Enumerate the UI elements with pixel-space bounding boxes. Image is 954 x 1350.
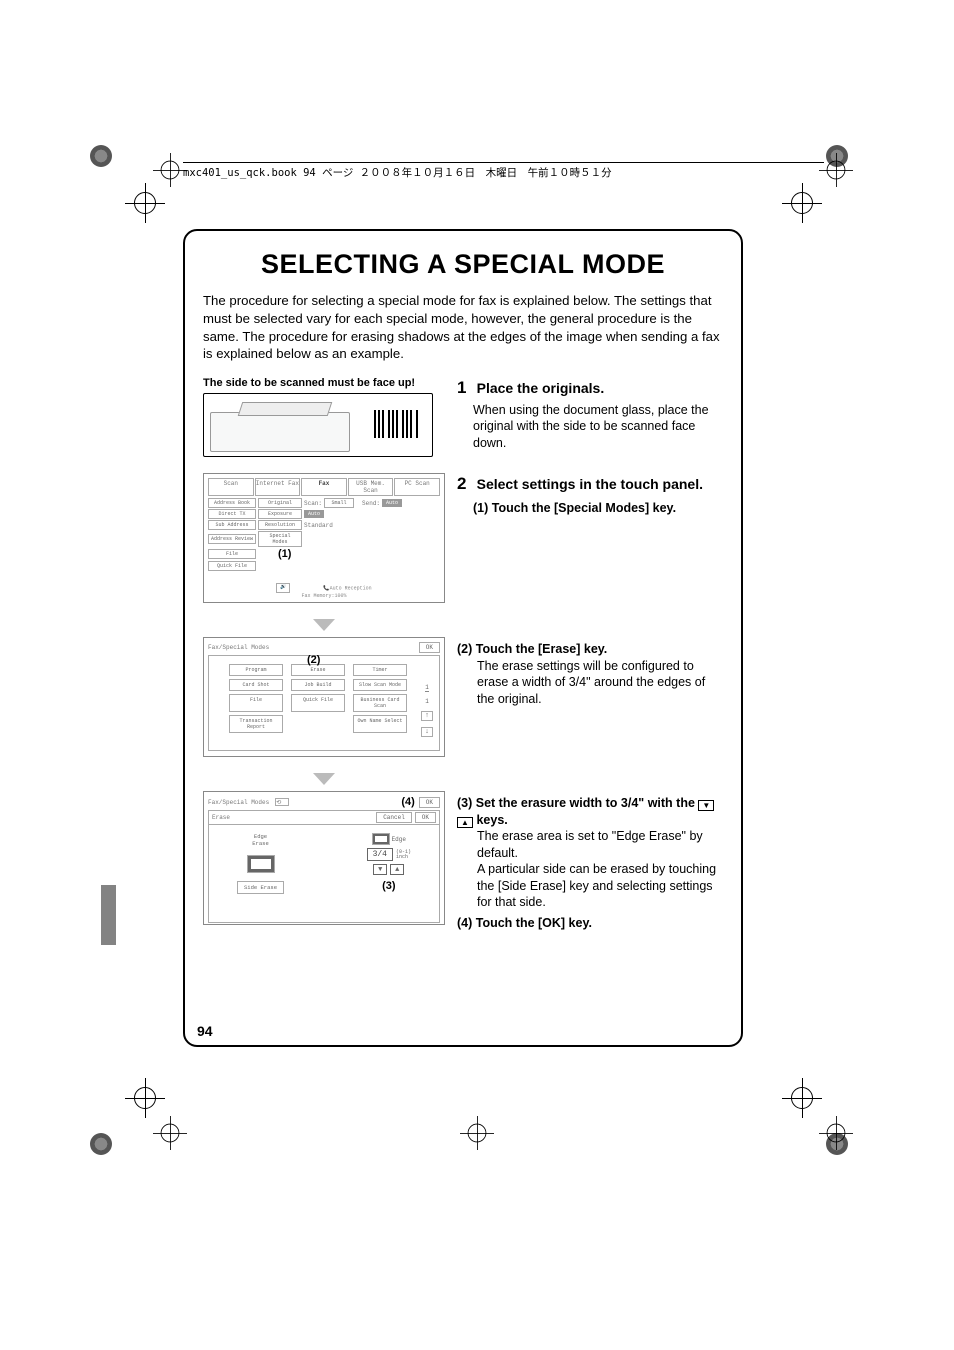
erase-width-range: (0-1) inch — [396, 850, 411, 860]
scan-size-value: Small — [324, 498, 354, 508]
callout-2: (2) — [307, 654, 320, 666]
direct-tx-button[interactable]: Direct TX — [208, 509, 256, 519]
edge-word: Edge — [392, 836, 406, 843]
ok-button[interactable]: OK — [415, 812, 436, 823]
special-modes-screen: Fax/Special Modes OK (2) Program Erase T… — [203, 637, 445, 757]
side-erase-button[interactable]: Side Erase — [237, 881, 284, 894]
quick-file-button[interactable]: Quick File — [208, 561, 256, 571]
scroll-down-button[interactable]: ↓ — [421, 727, 433, 737]
auto-reception-text: Auto Reception — [330, 586, 372, 592]
erase-width-value: 3/4 — [367, 848, 393, 861]
page-number: 94 — [197, 1023, 213, 1039]
job-build-button[interactable]: Job Build — [291, 679, 345, 691]
special-modes-button[interactable]: Special Modes — [258, 531, 302, 547]
edge-icon — [372, 833, 390, 845]
page-indicator-top: 1 — [425, 684, 429, 692]
step-2-sub1: (1) Touch the [Special Modes] key. — [473, 500, 723, 517]
step-1-body: When using the document glass, place the… — [473, 402, 723, 452]
program-button[interactable]: Program — [229, 664, 283, 676]
registration-mark — [125, 1078, 165, 1118]
screen-3-row: Fax/Special Modes ⟲ (4) OK Erase Cancel … — [203, 791, 723, 931]
decrease-button[interactable]: ▼ — [373, 864, 387, 875]
scanner-illustration — [203, 393, 433, 457]
ok-button[interactable]: OK — [419, 642, 440, 653]
send-label: Send: — [362, 500, 380, 507]
address-book-button[interactable]: Address Book — [208, 498, 256, 508]
card-shot-button[interactable]: Card Shot — [229, 679, 283, 691]
step-3-sub: (3) Set the erasure width to 3/4" with t… — [457, 795, 723, 828]
own-name-select-button[interactable]: Own Name Select — [353, 715, 407, 733]
screen-2-row: Fax/Special Modes OK (2) Program Erase T… — [203, 637, 723, 757]
original-button[interactable]: Original — [258, 498, 302, 508]
resolution-value: Standard — [304, 522, 333, 529]
registration-mark — [153, 1116, 187, 1150]
scan-label: Scan: — [304, 500, 322, 507]
page-title: SELECTING A SPECIAL MODE — [203, 249, 723, 280]
tab-internet-fax[interactable]: Internet Fax — [255, 478, 301, 496]
step-2-title: Select settings in the touch panel. — [477, 476, 703, 492]
send-size-value: Auto — [382, 499, 402, 507]
file-button[interactable]: File — [208, 549, 256, 559]
tab-pc-scan[interactable]: PC Scan — [394, 478, 440, 496]
fax-main-screen: Scan Internet Fax Fax USB Mem. Scan PC S… — [203, 473, 445, 603]
edge-erase-label: Edge Erase — [252, 833, 269, 847]
callout-4: (4) — [401, 796, 414, 808]
screen-title: Fax/Special Modes — [208, 799, 269, 806]
scan-face-up-note: The side to be scanned must be face up! — [203, 377, 445, 389]
registration-mark — [782, 1078, 822, 1118]
screen-title: Fax/Special Modes — [208, 644, 269, 651]
mode-tabs: Scan Internet Fax Fax USB Mem. Scan PC S… — [208, 478, 440, 496]
step-4-sub: (4) Touch the [OK] key. — [457, 915, 723, 932]
registration-mark — [460, 1116, 494, 1150]
registration-mark — [782, 183, 822, 223]
registration-mark — [153, 153, 187, 187]
fax-memory-label: Fax Memory:100% — [301, 593, 346, 599]
section-thumb-tab — [101, 885, 116, 945]
callout-1: (1) — [278, 548, 291, 560]
erase-subtitle: Erase — [212, 814, 230, 821]
business-card-scan-button[interactable]: Business Card Scan — [353, 694, 407, 712]
ok-top-button[interactable]: OK — [419, 797, 440, 808]
tab-usb-mem-scan[interactable]: USB Mem. Scan — [348, 478, 394, 496]
back-icon[interactable]: ⟲ — [275, 798, 289, 806]
callout-3: (3) — [382, 880, 395, 892]
transaction-report-button[interactable]: Transaction Report — [229, 715, 283, 733]
erase-settings-screen: Fax/Special Modes ⟲ (4) OK Erase Cancel … — [203, 791, 445, 925]
step-number: 1 — [457, 377, 473, 399]
sub-address-button[interactable]: Sub Address — [208, 520, 256, 530]
prepress-header: mxc401_us_qck.book 94 ページ ２００８年１０月１６日 木曜… — [183, 162, 824, 180]
file-button[interactable]: File — [229, 694, 283, 712]
down-arrow-icon — [313, 773, 335, 785]
up-key-icon: ▲ — [457, 817, 473, 828]
registration-mark — [125, 183, 165, 223]
step-3-body: The erase area is set to "Edge Erase" by… — [477, 828, 723, 911]
address-review-button[interactable]: Address Review — [208, 534, 256, 544]
step-number: 2 — [457, 473, 473, 495]
intro-paragraph: The procedure for selecting a special mo… — [203, 292, 723, 363]
step-1-title: Place the originals. — [477, 380, 605, 396]
tab-scan[interactable]: Scan — [208, 478, 254, 496]
step-2-sub2: (2) Touch the [Erase] key. — [457, 641, 723, 658]
slow-scan-button[interactable]: Slow Scan Mode — [353, 679, 407, 691]
page-indicator-bottom: 1 — [425, 698, 429, 705]
page-frame: SELECTING A SPECIAL MODE The procedure f… — [183, 229, 743, 1047]
exposure-button[interactable]: Exposure — [258, 509, 302, 519]
registration-mark — [819, 153, 853, 187]
down-key-icon: ▼ — [698, 800, 714, 811]
speaker-icon[interactable]: 🔊 — [276, 583, 290, 593]
tab-fax[interactable]: Fax — [301, 478, 347, 496]
registration-mark — [819, 1116, 853, 1150]
step-1-row: The side to be scanned must be face up! … — [203, 377, 723, 457]
scroll-up-button[interactable]: ↑ — [421, 711, 433, 721]
down-arrow-icon — [313, 619, 335, 631]
edge-erase-swatch[interactable] — [247, 855, 275, 873]
resolution-button[interactable]: Resolution — [258, 520, 302, 530]
cancel-button[interactable]: Cancel — [376, 812, 412, 823]
step-2-sub2-body: The erase settings will be configured to… — [477, 658, 723, 708]
quick-file-button[interactable]: Quick File — [291, 694, 345, 712]
exposure-value: Auto — [304, 510, 324, 518]
timer-button[interactable]: Timer — [353, 664, 407, 676]
increase-button[interactable]: ▲ — [390, 864, 404, 875]
step-2-row: Scan Internet Fax Fax USB Mem. Scan PC S… — [203, 473, 723, 603]
